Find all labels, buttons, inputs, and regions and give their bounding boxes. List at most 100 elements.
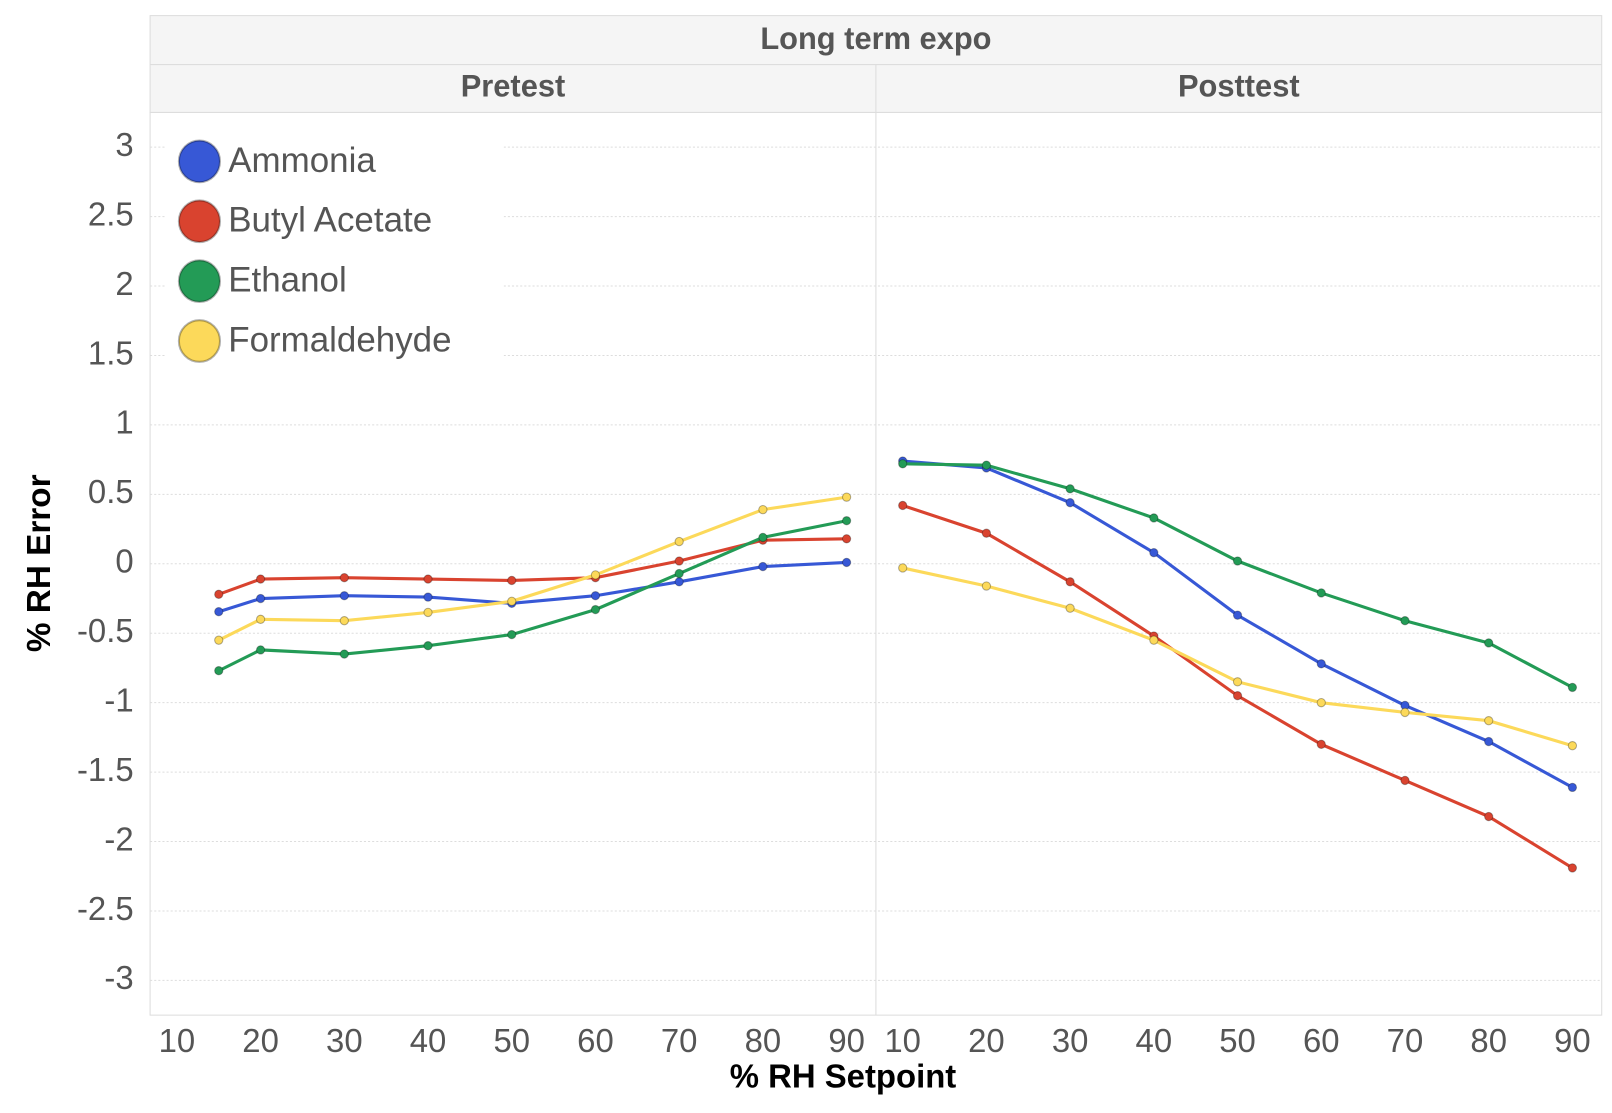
data-point <box>1316 659 1326 669</box>
data-point <box>674 536 684 547</box>
data-point <box>1316 588 1326 598</box>
data-point <box>758 561 768 572</box>
y-tick-label: -0.5 <box>77 613 134 650</box>
legend-marker <box>177 259 222 303</box>
y-tick-label: 1 <box>115 405 133 442</box>
data-point <box>255 614 266 625</box>
series-line <box>902 462 1574 689</box>
data-point <box>1316 697 1326 708</box>
data-point <box>841 516 852 526</box>
x-tick-label: 70 <box>661 1023 698 1060</box>
data-point <box>1567 741 1578 751</box>
data-point <box>507 575 517 586</box>
data-point <box>981 528 992 538</box>
x-tick-label: 30 <box>326 1023 363 1060</box>
data-point <box>898 500 908 511</box>
x-tick-label: 40 <box>410 1023 447 1060</box>
data-point <box>590 604 601 615</box>
y-tick-label: -2.5 <box>77 891 134 928</box>
panel-title: Posttest <box>1178 69 1300 104</box>
x-tick-label: 20 <box>968 1023 1005 1060</box>
data-point <box>1316 739 1326 750</box>
data-point <box>981 460 992 470</box>
data-point <box>1400 775 1410 786</box>
legend-label: Butyl Acetate <box>228 200 432 239</box>
data-point <box>1400 707 1410 718</box>
series-line <box>218 560 847 614</box>
data-point <box>1065 484 1075 494</box>
data-point <box>1232 556 1243 566</box>
data-point <box>255 593 266 604</box>
data-point <box>1232 610 1243 620</box>
data-point <box>507 629 517 640</box>
data-point <box>1065 603 1075 613</box>
data-point <box>1065 497 1075 508</box>
legend-label: Formaldehyde <box>228 320 451 359</box>
data-point <box>339 616 349 626</box>
data-point <box>758 504 768 515</box>
data-point <box>214 666 224 676</box>
series-line <box>902 459 1574 789</box>
series-line <box>218 537 847 596</box>
y-axis-label: % RH Error <box>21 474 58 652</box>
data-point <box>674 556 684 566</box>
data-point <box>1484 638 1494 648</box>
data-point <box>1400 616 1410 626</box>
x-tick-label: 30 <box>1052 1023 1089 1060</box>
data-point <box>898 563 908 573</box>
data-point <box>214 607 224 617</box>
y-tick-label: 3 <box>115 127 133 164</box>
data-point <box>758 532 768 543</box>
y-tick-label: 0.5 <box>88 474 134 511</box>
y-tick-label: 2.5 <box>88 196 134 233</box>
x-tick-label: 60 <box>577 1023 614 1060</box>
y-tick-label: -1.5 <box>77 752 134 789</box>
x-axis-label: % RH Setpoint <box>730 1058 957 1095</box>
data-point <box>339 572 349 583</box>
y-tick-label: 0 <box>115 543 133 580</box>
data-point <box>214 589 224 600</box>
x-tick-label: 80 <box>1470 1023 1507 1060</box>
y-tick-label: -3 <box>104 960 133 997</box>
data-point <box>255 645 266 655</box>
data-point <box>339 649 349 659</box>
data-point <box>590 570 601 580</box>
y-tick-label: 1.5 <box>88 335 134 372</box>
data-point <box>981 581 992 591</box>
data-point <box>1567 682 1578 693</box>
data-point <box>841 534 852 544</box>
legend-marker <box>177 139 222 184</box>
legend-label: Ethanol <box>228 260 346 299</box>
legend-marker <box>177 319 222 363</box>
data-point <box>255 574 266 584</box>
chart-title: Long term expo <box>760 21 991 56</box>
y-tick-label: 2 <box>115 266 133 303</box>
data-point <box>1149 547 1159 558</box>
y-tick-label: -2 <box>104 821 133 858</box>
data-point <box>1484 736 1494 747</box>
x-tick-label: 50 <box>493 1023 530 1060</box>
data-point <box>1484 811 1494 822</box>
data-point <box>339 591 349 601</box>
panel-title: Pretest <box>461 69 566 104</box>
data-point <box>1232 691 1243 701</box>
data-point <box>423 607 433 618</box>
x-tick-label: 90 <box>828 1023 865 1060</box>
legend-box <box>164 130 504 365</box>
data-point <box>423 641 433 651</box>
data-point <box>214 635 224 645</box>
data-point <box>1149 635 1159 645</box>
x-tick-label: 10 <box>884 1023 921 1060</box>
data-point <box>590 591 601 601</box>
y-tick-label: -1 <box>104 682 133 719</box>
data-point <box>898 459 908 469</box>
data-point <box>674 568 684 579</box>
x-tick-label: 90 <box>1554 1023 1591 1060</box>
data-point <box>1149 513 1159 523</box>
data-point <box>841 557 852 568</box>
x-tick-label: 10 <box>159 1023 196 1060</box>
data-point <box>674 577 684 587</box>
data-point <box>1484 716 1494 726</box>
legend-marker <box>177 199 222 244</box>
